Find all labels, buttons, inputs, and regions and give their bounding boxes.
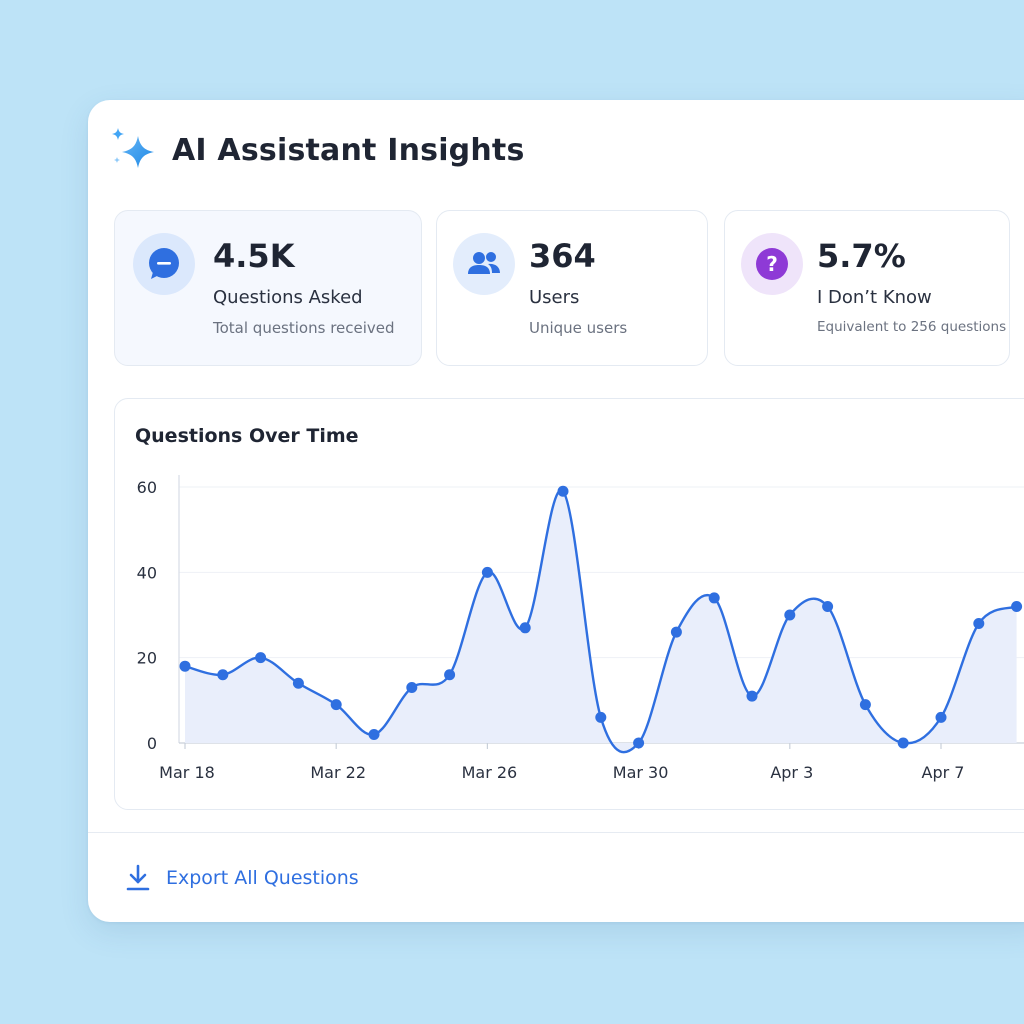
stat-label: I Don’t Know [817,287,932,308]
footer-divider [88,832,1024,833]
stat-card-questions: 4.5K Questions Asked Total questions rec… [114,210,422,366]
data-point [822,600,834,612]
data-point [368,728,380,740]
data-point [897,737,909,749]
data-point [1011,600,1023,612]
stat-subtext: Unique users [529,319,628,337]
data-point [859,699,871,711]
users-icon [453,233,515,295]
insights-panel: AI Assistant Insights 4.5K Questions Ask… [88,100,1024,922]
data-point [935,711,947,723]
export-all-questions-button[interactable]: Export All Questions [126,860,359,896]
data-point [481,566,493,578]
stat-value: 5.7% [817,237,906,275]
x-tick-label: Apr 3 [770,763,813,782]
svg-text:?: ? [766,252,778,276]
stat-subtext: Total questions received [213,319,395,337]
chat-bubble-icon [133,233,195,295]
data-point [746,690,758,702]
header: AI Assistant Insights [108,122,525,178]
stat-value: 364 [529,237,596,275]
data-point [179,660,191,672]
y-tick-label: 40 [137,563,157,582]
data-point [406,682,418,694]
export-label: Export All Questions [166,867,359,889]
x-tick-label: Mar 18 [159,763,215,782]
data-point [292,677,304,689]
y-tick-label: 20 [137,649,157,668]
data-point [633,737,645,749]
question-icon: ? [741,233,803,295]
x-tick-label: Mar 22 [310,763,366,782]
data-point [255,652,267,664]
data-point [595,711,607,723]
questions-over-time-chart: 0 20 40 60 Mar 18 Mar 22 Mar 26 Mar 30 Apr 3 Apr … [137,475,1024,782]
series-area [185,490,1017,753]
page-title: AI Assistant Insights [172,132,525,168]
y-tick-label: 60 [137,478,157,497]
data-point [444,669,456,681]
chart-title: Questions Over Time [135,425,359,447]
data-point [330,699,342,711]
data-point [670,626,682,638]
data-point [557,485,569,497]
data-point [708,592,720,604]
data-point [519,622,531,634]
x-tick-label: Apr 7 [922,763,965,782]
data-point [973,618,985,630]
stat-card-users: 364 Users Unique users [436,210,708,366]
y-tick-label: 0 [147,734,157,753]
data-point [784,609,796,621]
sparkle-icon [112,128,154,168]
stat-label: Questions Asked [213,287,363,308]
data-point [217,669,229,681]
stat-value: 4.5K [213,237,295,275]
x-tick-label: Mar 30 [613,763,669,782]
x-tick-label: Mar 26 [462,763,518,782]
download-icon [126,864,150,891]
stat-label: Users [529,287,580,308]
stat-subtext: Equivalent to 256 questions [817,319,1007,335]
questions-over-time-card: Questions Over Time 0 20 40 60 Mar 18 Mar 22 M… [114,398,1024,810]
stat-card-dont-know: ? 5.7% I Don’t Know Equivalent to 256 qu… [724,210,1010,366]
